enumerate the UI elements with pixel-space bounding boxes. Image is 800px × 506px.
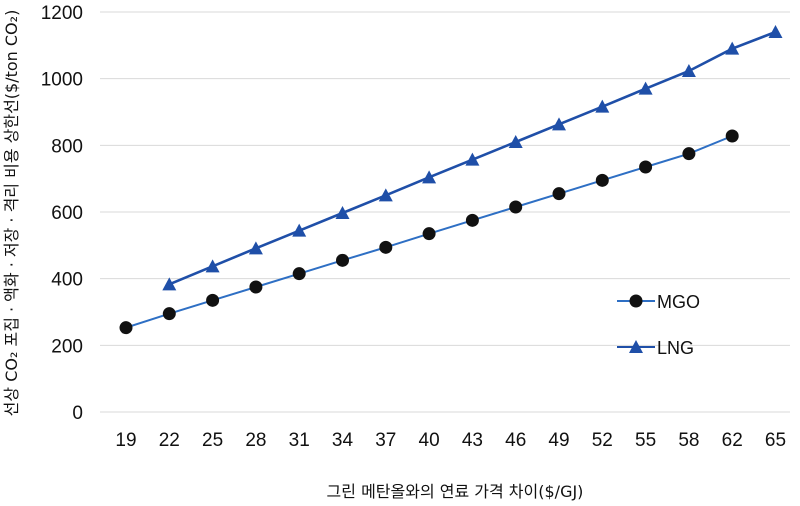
data-point bbox=[768, 25, 783, 38]
data-point bbox=[682, 147, 696, 161]
series-group bbox=[119, 25, 783, 335]
data-point bbox=[422, 227, 436, 241]
x-tick-label: 34 bbox=[332, 430, 354, 451]
data-point bbox=[248, 241, 263, 255]
x-tick-label: 43 bbox=[462, 430, 483, 451]
x-tick-label: 55 bbox=[635, 430, 656, 451]
data-point bbox=[335, 206, 350, 219]
data-point bbox=[162, 307, 176, 321]
data-point bbox=[249, 280, 263, 294]
data-point bbox=[162, 277, 177, 291]
y-tick-label: 200 bbox=[51, 336, 83, 357]
legend-item-lng: LNG bbox=[617, 338, 694, 358]
x-tick-label: 40 bbox=[419, 430, 440, 451]
y-tick-label: 600 bbox=[51, 203, 83, 224]
data-point bbox=[639, 160, 653, 174]
data-point bbox=[292, 267, 306, 281]
x-tick-label: 31 bbox=[289, 430, 310, 451]
x-tick-label: 25 bbox=[202, 430, 223, 451]
x-tick-label: 22 bbox=[159, 430, 180, 451]
x-tick-label: 19 bbox=[115, 430, 136, 451]
data-point bbox=[595, 173, 609, 187]
x-tick-label: 49 bbox=[548, 430, 569, 451]
series-lng bbox=[162, 25, 783, 291]
y-tick-label: 0 bbox=[72, 403, 83, 424]
x-axis-ticks: 19 22 25 28 31 34 37 40 43 46 49 52 55 58 62 65 bbox=[115, 430, 786, 451]
y-axis-title: 선상 CO₂ 포집 · 액화 · 저장 · 격리 비용 상한선($/ton CO… bbox=[2, 10, 21, 417]
data-point bbox=[725, 41, 740, 55]
data-point bbox=[508, 135, 523, 148]
data-point bbox=[119, 321, 133, 335]
data-point bbox=[595, 99, 610, 113]
data-point bbox=[378, 188, 393, 202]
data-point bbox=[206, 293, 220, 307]
x-tick-label: 65 bbox=[765, 430, 786, 451]
legend: MGO LNG bbox=[617, 292, 700, 358]
legend-marker bbox=[629, 294, 643, 308]
x-tick-label: 52 bbox=[592, 430, 613, 451]
y-tick-label: 1000 bbox=[41, 70, 83, 91]
x-tick-label: 28 bbox=[245, 430, 266, 451]
data-point bbox=[552, 117, 566, 131]
data-point bbox=[205, 259, 220, 273]
x-tick-label: 46 bbox=[505, 430, 526, 451]
data-point bbox=[509, 200, 523, 214]
x-tick-label: 37 bbox=[375, 430, 396, 451]
y-axis-ticks: 0 200 400 600 800 1000 1200 bbox=[41, 3, 83, 424]
y-tick-label: 800 bbox=[51, 136, 83, 157]
data-point bbox=[638, 81, 653, 95]
data-point bbox=[725, 129, 739, 143]
legend-marker bbox=[629, 340, 643, 353]
legend-label: MGO bbox=[657, 292, 700, 312]
x-axis-title: 그린 메탄올와의 연료 가격 차이($/GJ) bbox=[327, 482, 584, 501]
series-mgo bbox=[119, 129, 739, 335]
data-point bbox=[552, 187, 566, 201]
data-point bbox=[465, 152, 480, 166]
data-point bbox=[336, 253, 349, 267]
y-tick-label: 1200 bbox=[41, 3, 83, 24]
gridlines bbox=[100, 11, 790, 413]
y-tick-label: 400 bbox=[51, 270, 83, 291]
x-tick-label: 58 bbox=[678, 430, 699, 451]
legend-label: LNG bbox=[657, 338, 694, 358]
data-point bbox=[379, 240, 393, 254]
data-point bbox=[465, 213, 479, 227]
x-tick-label: 62 bbox=[722, 430, 743, 451]
legend-item-mgo: MGO bbox=[617, 292, 700, 312]
data-point bbox=[681, 64, 696, 77]
data-point bbox=[292, 223, 307, 237]
data-point bbox=[422, 170, 437, 184]
